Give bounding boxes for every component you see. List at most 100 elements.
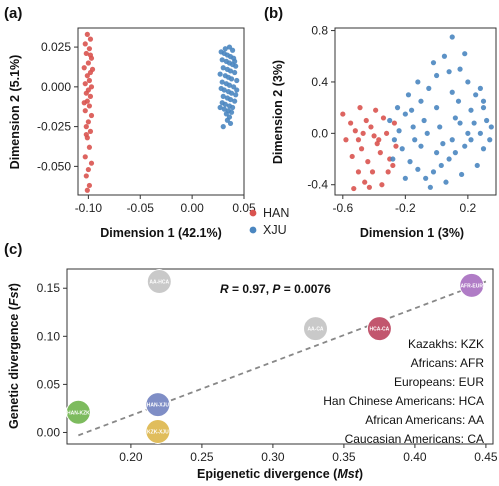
y-tick-label: -0.025 (37, 120, 71, 134)
xju-point (412, 137, 418, 143)
han-point (383, 130, 390, 136)
panel-b-points (340, 34, 494, 192)
xju-point (222, 46, 228, 52)
r-symbol: R (220, 282, 229, 296)
panel-b-y-axis-title: Dimension 2 (3%) (271, 60, 285, 164)
han-point (83, 90, 89, 96)
p-symbol: P (272, 282, 281, 296)
panel-b-label: (b) (264, 5, 283, 22)
panel-a-frame (77, 27, 245, 196)
panel-b-frame (334, 27, 497, 196)
han-point (86, 144, 93, 150)
xju-point (423, 175, 429, 181)
xju-point (228, 76, 235, 82)
xju-point (443, 179, 449, 185)
han-point (84, 187, 90, 193)
panel-c-x-axis-title: Epigenetic divergence (Mst) (197, 467, 363, 481)
y-tick-label: -0.4 (307, 178, 328, 192)
han-point (86, 46, 93, 52)
han-point (343, 137, 349, 143)
y-title-end: ) (7, 283, 21, 287)
han-point (84, 31, 90, 37)
han-point (81, 100, 87, 106)
panel-a: (a) -0.10 -0.05 0.00 0.05 -0.050-0.0250.000… (4, 5, 256, 240)
panel-c-x-ticks: 0.20 0.25 0.30 0.35 0.40 0.45 (119, 444, 498, 464)
x-tick-label: 0.30 (261, 450, 285, 464)
xju-point (228, 109, 235, 115)
xju-point (410, 124, 416, 130)
xju-point (430, 169, 437, 175)
han-point (84, 73, 90, 79)
xju-point (232, 69, 238, 76)
han-point (83, 124, 89, 130)
xju-point (418, 98, 424, 104)
han-point (369, 169, 376, 175)
han-point (377, 150, 383, 156)
legend: HAN XJU (249, 206, 289, 237)
xju-point (449, 89, 455, 95)
xju-point (226, 82, 233, 88)
han-point (88, 84, 95, 90)
panel-c-label: (c) (4, 241, 22, 258)
x-tick-label: -0.10 (75, 201, 103, 215)
xju-point (220, 93, 226, 99)
x-tick-label: 0.20 (119, 450, 143, 464)
legend-xju-label: XJU (263, 223, 287, 237)
xju-point (229, 47, 236, 53)
xju-point (227, 96, 234, 103)
han-point (360, 130, 366, 136)
xju-point (446, 69, 452, 75)
panel-c-points: AA-HCA AA-CA HCA-CA AFR-EUR HAN-KZK HAN-XJU KZ… (65, 269, 485, 444)
han-point (357, 105, 363, 111)
panel-b-x-axis-title: Dimension 1 (3%) (360, 226, 464, 240)
p-value: = 0.0076 (280, 282, 331, 296)
legend-xju-marker (249, 226, 257, 234)
y-tick-label: 0.10 (37, 329, 61, 343)
xju-point (452, 150, 458, 156)
xju-point (394, 105, 401, 111)
xju-point (233, 92, 239, 98)
xju-point (228, 90, 235, 96)
abbreviation-line: Kazakhs: KZK (408, 337, 484, 351)
xju-point (396, 128, 402, 134)
panel-b: (b) -0.6 -0.2 0.2 -0.4 0.0 0.4 0.8 Dimension … (264, 5, 497, 240)
han-point (379, 182, 385, 188)
y-tick-label: 0.05 (37, 377, 61, 391)
xju-point (488, 124, 494, 130)
xju-point (446, 156, 452, 162)
han-point (85, 166, 91, 173)
xju-point (468, 107, 474, 113)
xju-point (480, 98, 487, 104)
panel-c: (c) 0.20 0.25 0.30 0.35 0.40 0.45 0.00 0.05 0.1… (4, 241, 498, 481)
y-tick-label: 0.15 (37, 281, 61, 295)
han-point (363, 117, 369, 124)
han-point (83, 173, 89, 179)
han-point (87, 128, 94, 134)
xju-point (426, 85, 432, 91)
xju-point (231, 84, 237, 90)
xju-point (462, 51, 468, 57)
xju-point (468, 137, 474, 143)
han-point (82, 108, 88, 114)
xju-point (438, 162, 444, 169)
x-tick-label: -0.2 (395, 201, 416, 215)
xju-point (424, 130, 430, 136)
xju-point (227, 120, 234, 127)
han-point (82, 154, 88, 160)
han-point (355, 169, 362, 175)
bubble-han-kzk (65, 399, 91, 425)
han-point (358, 146, 365, 152)
x-tick-label: 0.2 (460, 201, 477, 215)
han-point (391, 120, 397, 126)
x-tick-label: 0.45 (474, 450, 498, 464)
xju-point (234, 77, 240, 84)
bubble-label: AA-HCA (149, 280, 169, 286)
x-title-italic: Mst (337, 467, 359, 481)
han-point (83, 50, 89, 57)
han-point (85, 60, 91, 66)
xju-point (402, 111, 408, 117)
xju-point (474, 162, 480, 169)
xju-point (434, 72, 440, 79)
xju-point (434, 150, 440, 156)
han-point (368, 124, 374, 130)
